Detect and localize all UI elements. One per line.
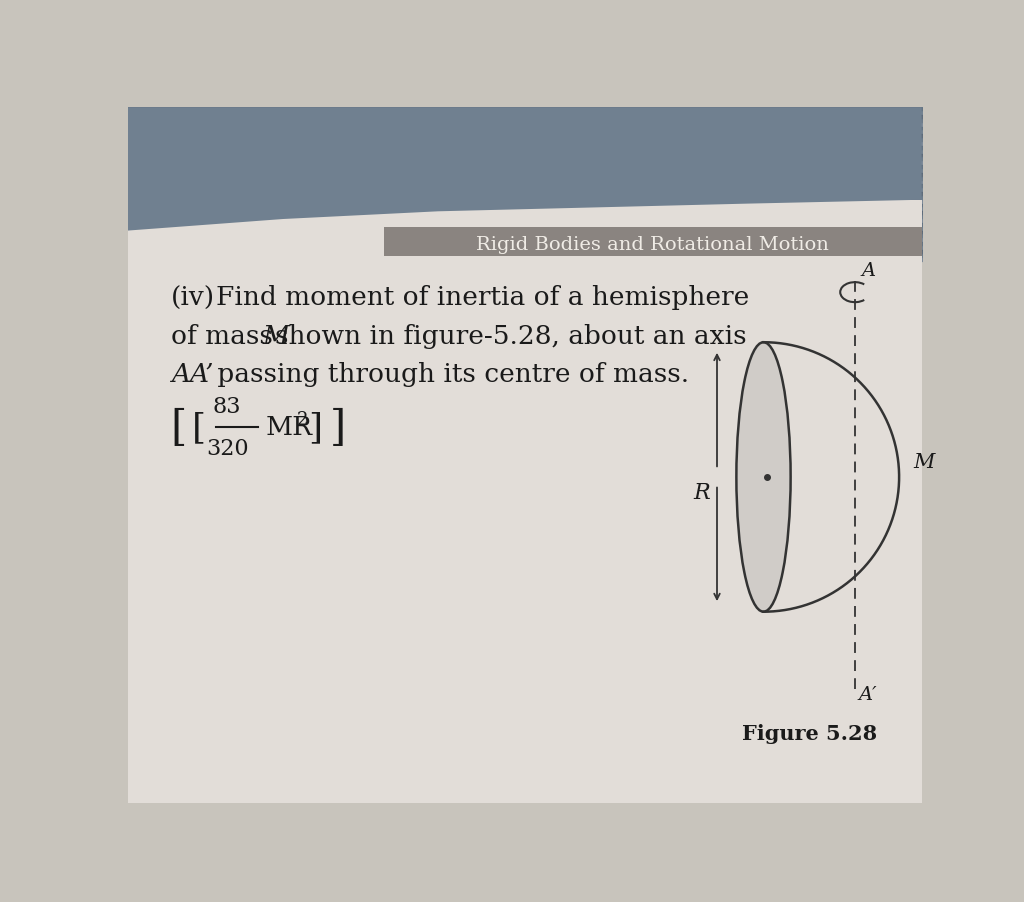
Text: of mass: of mass [171, 324, 281, 348]
Text: 320: 320 [206, 437, 249, 459]
Bar [128, 200, 922, 803]
Text: Find moment of inertia of a hemisphere: Find moment of inertia of a hemisphere [216, 285, 749, 310]
Text: 2: 2 [297, 410, 308, 428]
Text: Rigid Bodies and Rotational Motion: Rigid Bodies and Rotational Motion [476, 236, 829, 254]
Polygon shape [128, 108, 922, 231]
Bar [384, 227, 922, 257]
Text: passing through its centre of mass.: passing through its centre of mass. [209, 362, 689, 387]
Text: (iv): (iv) [171, 285, 215, 310]
Text: ]: ] [331, 407, 346, 448]
Text: ]: ] [308, 410, 323, 445]
Text: [: [ [171, 407, 186, 448]
Text: 83: 83 [213, 395, 242, 418]
Text: AA’: AA’ [171, 362, 213, 387]
Text: Figure 5.28: Figure 5.28 [742, 723, 878, 743]
Text: shown in figure-5.28, about an axis: shown in figure-5.28, about an axis [275, 324, 746, 348]
Text: [: [ [193, 410, 207, 445]
Text: M: M [262, 324, 289, 348]
Text: A: A [861, 262, 876, 280]
Text: R: R [693, 482, 710, 504]
Ellipse shape [736, 343, 791, 612]
Text: A′: A′ [859, 686, 878, 703]
Text: M: M [913, 453, 935, 472]
Text: MR: MR [266, 415, 313, 440]
